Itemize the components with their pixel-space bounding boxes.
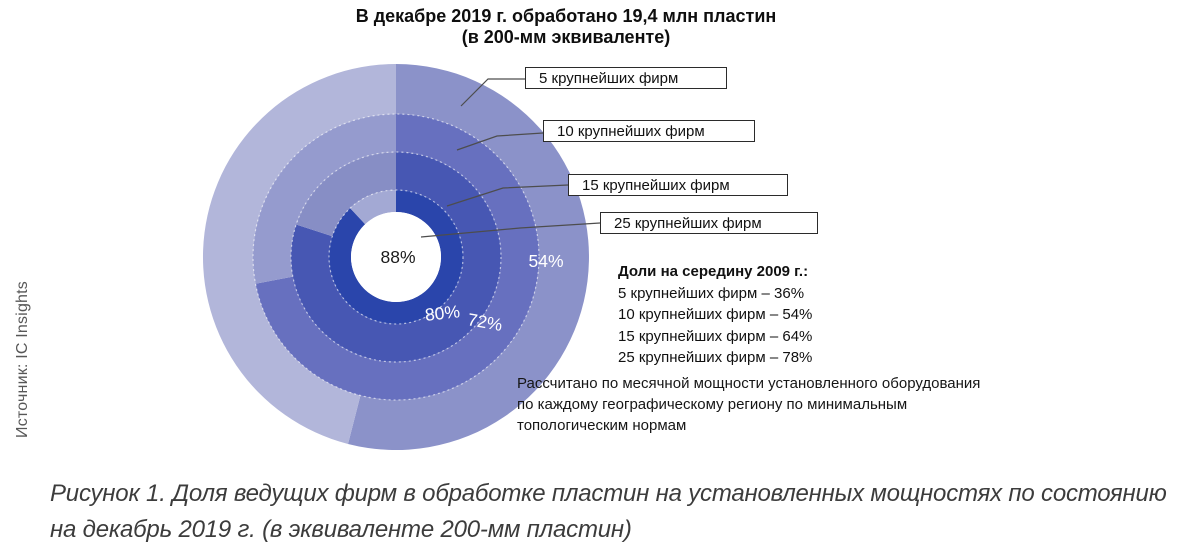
callout-25-firms: 25 крупнейших фирм: [600, 212, 818, 234]
shares-2009-item: 15 крупнейших фирм – 64%: [618, 327, 813, 345]
chart-title: В декабре 2019 г. обработано 19,4 млн пл…: [0, 6, 1132, 48]
source-label: Источник: IC Insights: [14, 281, 31, 438]
shares-2009-block: Доли на середину 2009 г.: 5 крупнейших ф…: [618, 261, 812, 369]
chart-title-line2: (в 200-мм эквиваленте): [461, 27, 671, 47]
ring-15-firms-rest-arc: [296, 152, 396, 237]
shares-2009-item: 10 крупнейших фирм – 54%: [618, 306, 813, 323]
shares-2009-item: 25 крупнейших фирм – 78%: [618, 349, 813, 366]
methodology-note-line: топологическим нормам: [517, 417, 687, 434]
figure-caption-line2: на декабрь 2019 г. (в эквиваленте 200-мм…: [50, 516, 632, 543]
ring-share-label: 54%: [528, 251, 563, 271]
ring-25-firms-filled-arc: [329, 190, 464, 325]
figure-caption-line1: Рисунок 1. Доля ведущих фирм в обработке…: [50, 480, 1167, 507]
shares-2009-item: 5 крупнейших фирм – 36%: [618, 284, 805, 302]
ring-25-firms-rest-arc: [350, 190, 396, 225]
ring-share-label: 80%: [424, 301, 461, 325]
callout-leader-line-2: [456, 132, 544, 151]
ring-5-firms-rest-arc: [202, 63, 396, 444]
methodology-note-line: Рассчитано по месячной мощности установл…: [517, 375, 981, 392]
donut-center-hole: [351, 212, 441, 302]
ring-separator: [252, 113, 540, 401]
ring-5-firms-filled-arc: [348, 64, 589, 450]
callout-leader-line-4: [420, 222, 601, 238]
market-share-donut-chart: 54%72%80%88%: [202, 63, 601, 450]
chart-title-line1: В декабре 2019 г. обработано 19,4 млн пл…: [355, 6, 777, 26]
ring-15-firms-filled-arc: [290, 152, 501, 362]
callout-leader-line-1: [460, 78, 525, 107]
callout-10-firms: 10 крупнейших фирм: [543, 120, 755, 142]
figure-caption: Рисунок 1. Доля ведущих фирм в обработке…: [50, 476, 1167, 548]
callout-5-firms: 5 крупнейших фирм: [525, 67, 727, 89]
callout-leader-line-3: [446, 184, 569, 207]
ring-10-firms-rest-arc: [252, 113, 396, 284]
methodology-note-line: по каждому географическому региону по ми…: [517, 396, 908, 413]
ring-share-label: 88%: [380, 247, 415, 267]
callout-15-firms: 15 крупнейших фирм: [568, 174, 788, 196]
ring-separator: [328, 189, 464, 325]
methodology-note: Рассчитано по месячной мощности установл…: [517, 373, 980, 436]
shares-2009-heading: Доли на середину 2009 г.:: [618, 263, 809, 280]
ring-separator: [290, 151, 502, 363]
